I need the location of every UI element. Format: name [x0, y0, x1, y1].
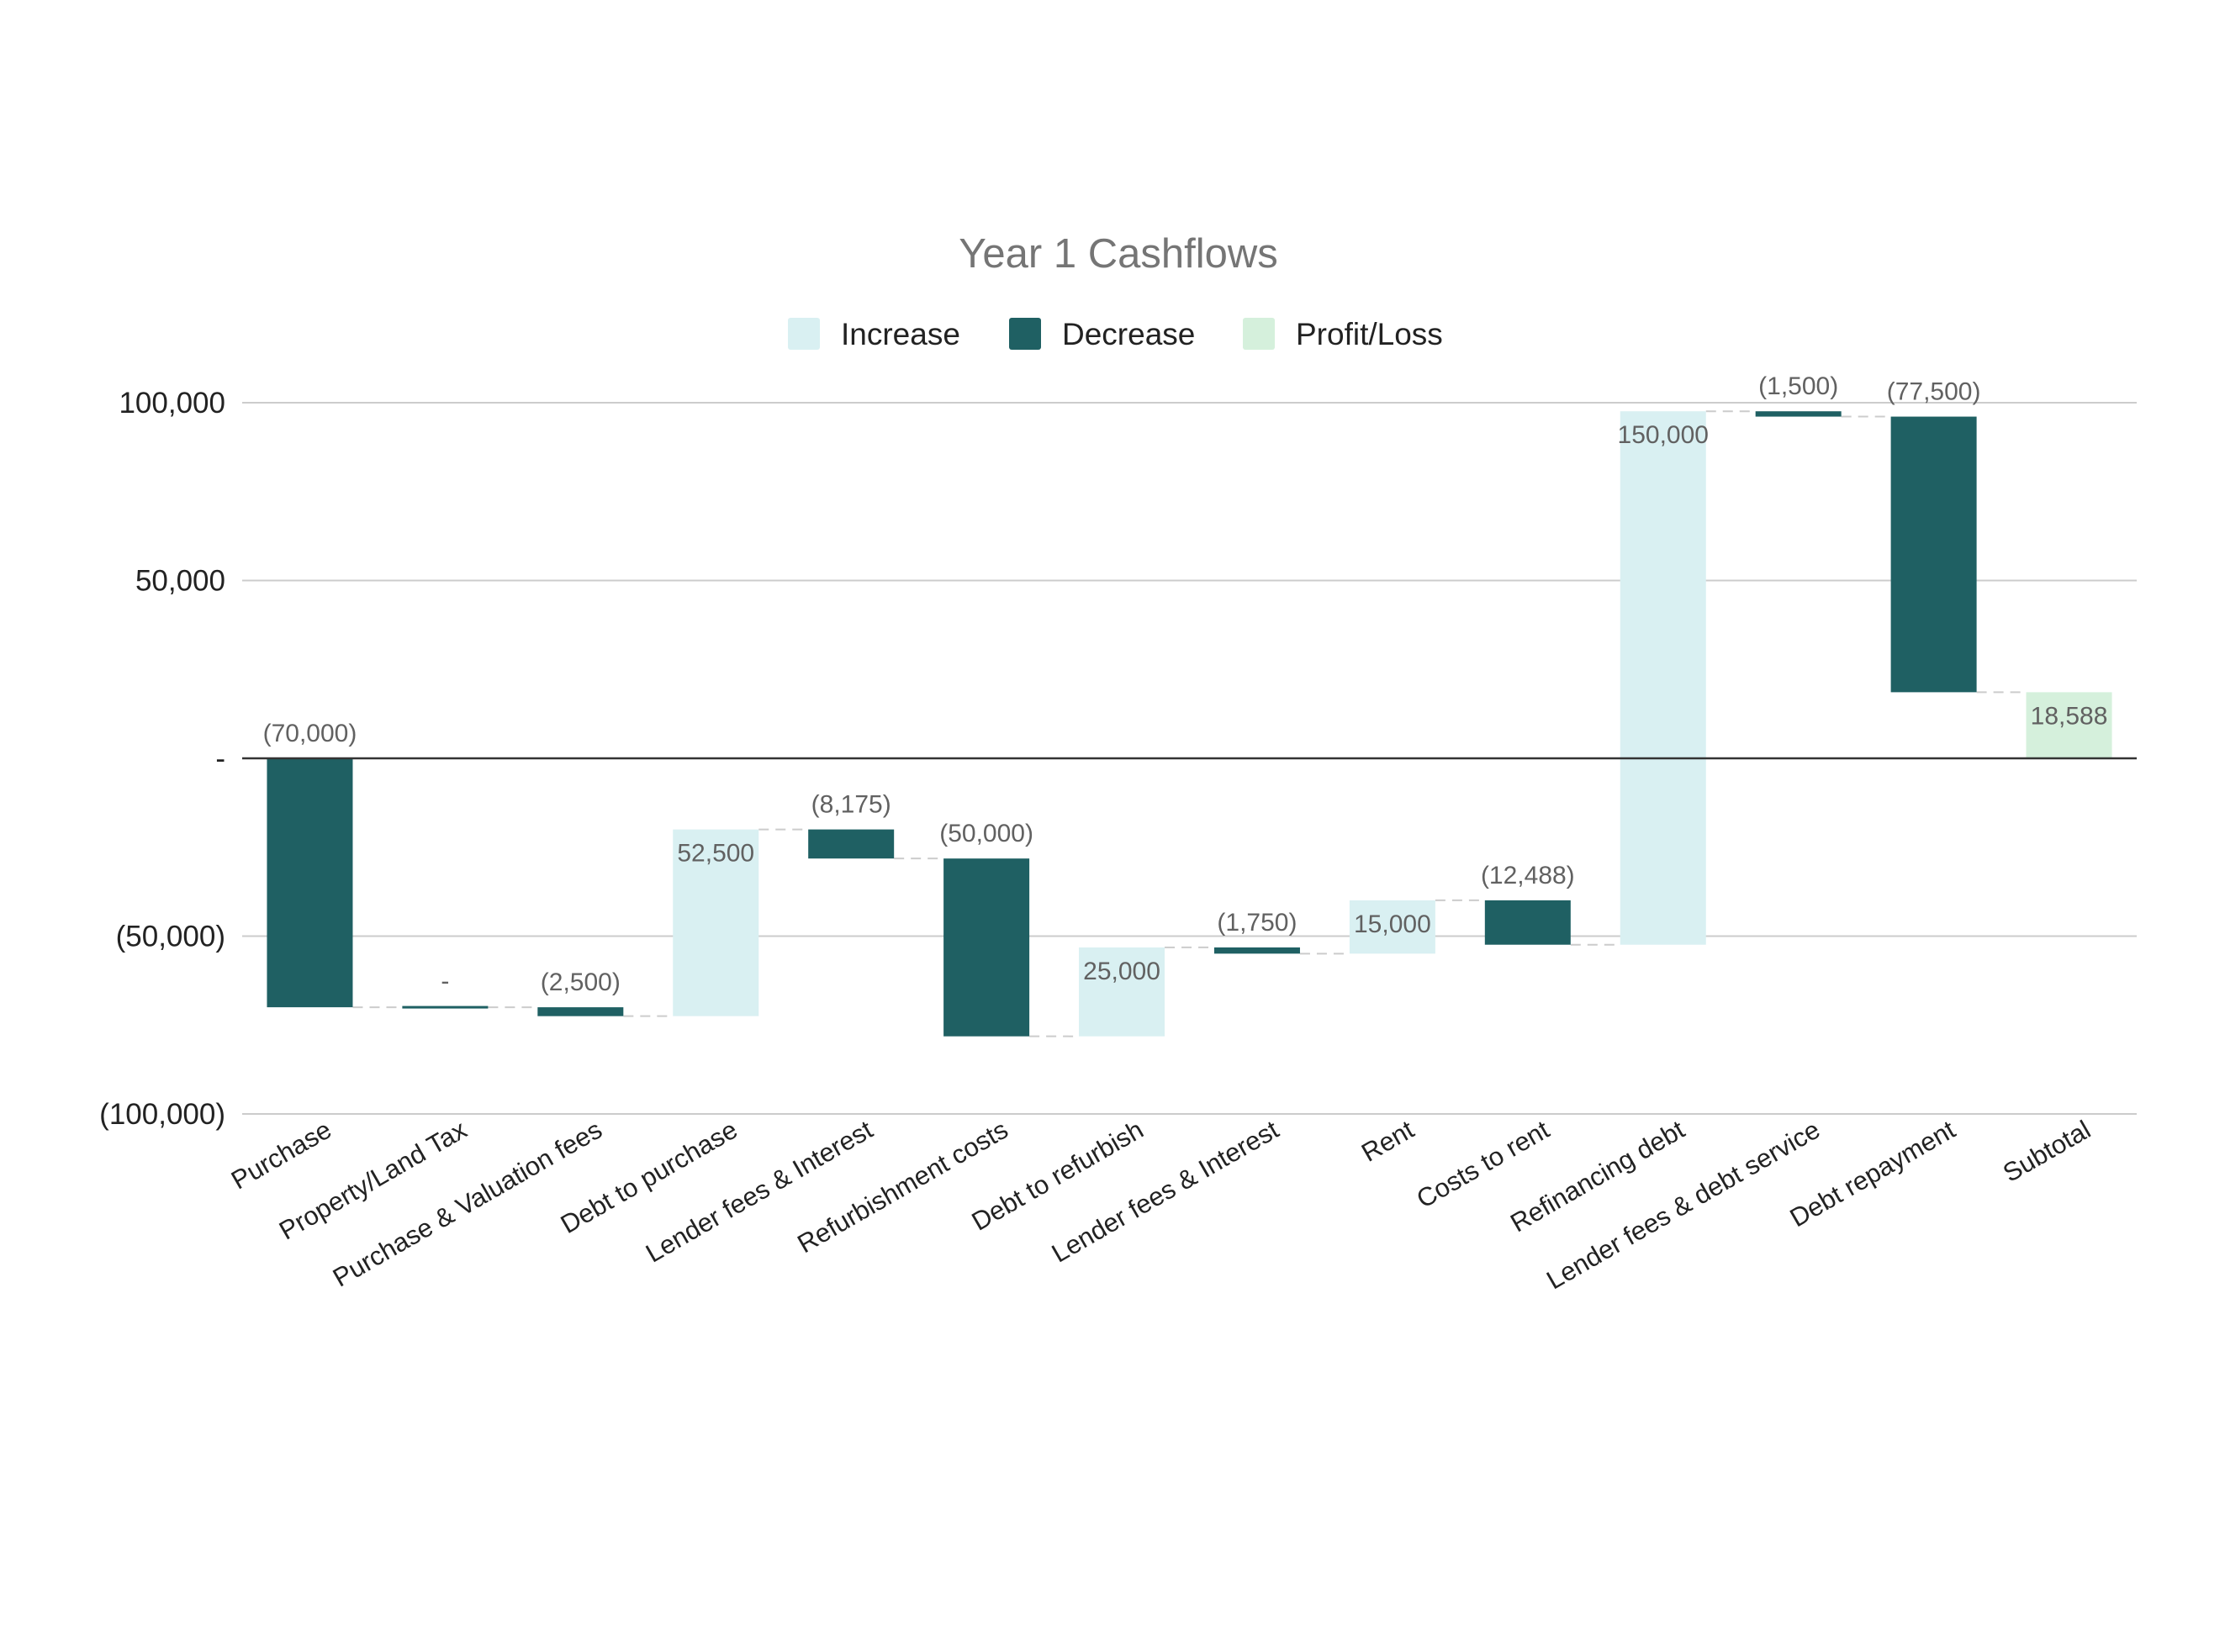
data-label: - [441, 968, 449, 995]
data-label: (8,175) [811, 791, 891, 819]
x-category-label: Rent [1356, 1115, 1419, 1168]
bar-decrease [1755, 411, 1842, 417]
bar-increase [673, 829, 759, 1016]
bar-increase [1079, 947, 1165, 1037]
y-tick-label: (100,000) [99, 1098, 225, 1131]
legend-swatch-decrease [1009, 318, 1041, 350]
y-axis-tick-labels: 100,000 50,000 - (50,000) (100,000) [99, 387, 225, 1131]
legend-swatch-increase [788, 318, 820, 350]
bar-decrease [1484, 900, 1571, 945]
connector-lines [352, 410, 2027, 1037]
legend-label-increase: Increase [841, 317, 960, 351]
data-label: (2,500) [541, 969, 621, 996]
x-category-label: Subtotal [1998, 1115, 2096, 1188]
legend: Increase Decrease Profit/Loss [788, 317, 1443, 351]
x-category-label: Lender fees & Interest [1047, 1115, 1284, 1269]
y-tick-label: 50,000 [135, 565, 225, 598]
data-label: (1,750) [1217, 909, 1297, 937]
data-label: 52,500 [677, 840, 754, 868]
data-label: 150,000 [1618, 421, 1709, 449]
legend-swatch-profit-loss [1243, 318, 1275, 350]
bar-decrease [537, 1007, 624, 1016]
y-tick-label: (50,000) [116, 921, 225, 953]
data-label: 15,000 [1354, 910, 1431, 938]
chart-title: Year 1 Cashflows [959, 231, 1278, 277]
legend-label-decrease: Decrease [1062, 317, 1195, 351]
data-label: (12,488) [1481, 862, 1575, 889]
bar-decrease [1213, 947, 1300, 954]
bar-decrease [808, 829, 895, 859]
gridlines [242, 402, 2137, 1115]
data-label: (50,000) [939, 820, 1033, 847]
bar-total [2026, 692, 2112, 758]
x-category-label: Purchase [226, 1115, 336, 1195]
bar-increase [1620, 411, 1706, 945]
data-label: 18,588 [2031, 702, 2108, 730]
bar-decrease [1890, 416, 1977, 693]
data-label: (1,500) [1758, 372, 1838, 400]
bar-decrease [267, 758, 353, 1008]
bars [267, 411, 2112, 1037]
x-category-label: Lender fees & Interest [641, 1115, 878, 1269]
bar-decrease [943, 858, 1030, 1037]
y-tick-label: 100,000 [119, 387, 225, 420]
data-label: (77,500) [1887, 378, 1981, 406]
legend-label-profit-loss: Profit/Loss [1296, 317, 1443, 351]
data-label: 25,000 [1083, 958, 1160, 985]
bar-increase [1349, 900, 1435, 954]
data-labels: (70,000) - (2,500) 52,500 (8,175) (50,000) 25,… [263, 372, 2108, 996]
y-tick-label: - [215, 742, 225, 775]
data-label: (70,000) [263, 720, 357, 747]
bar-decrease [402, 1005, 489, 1009]
